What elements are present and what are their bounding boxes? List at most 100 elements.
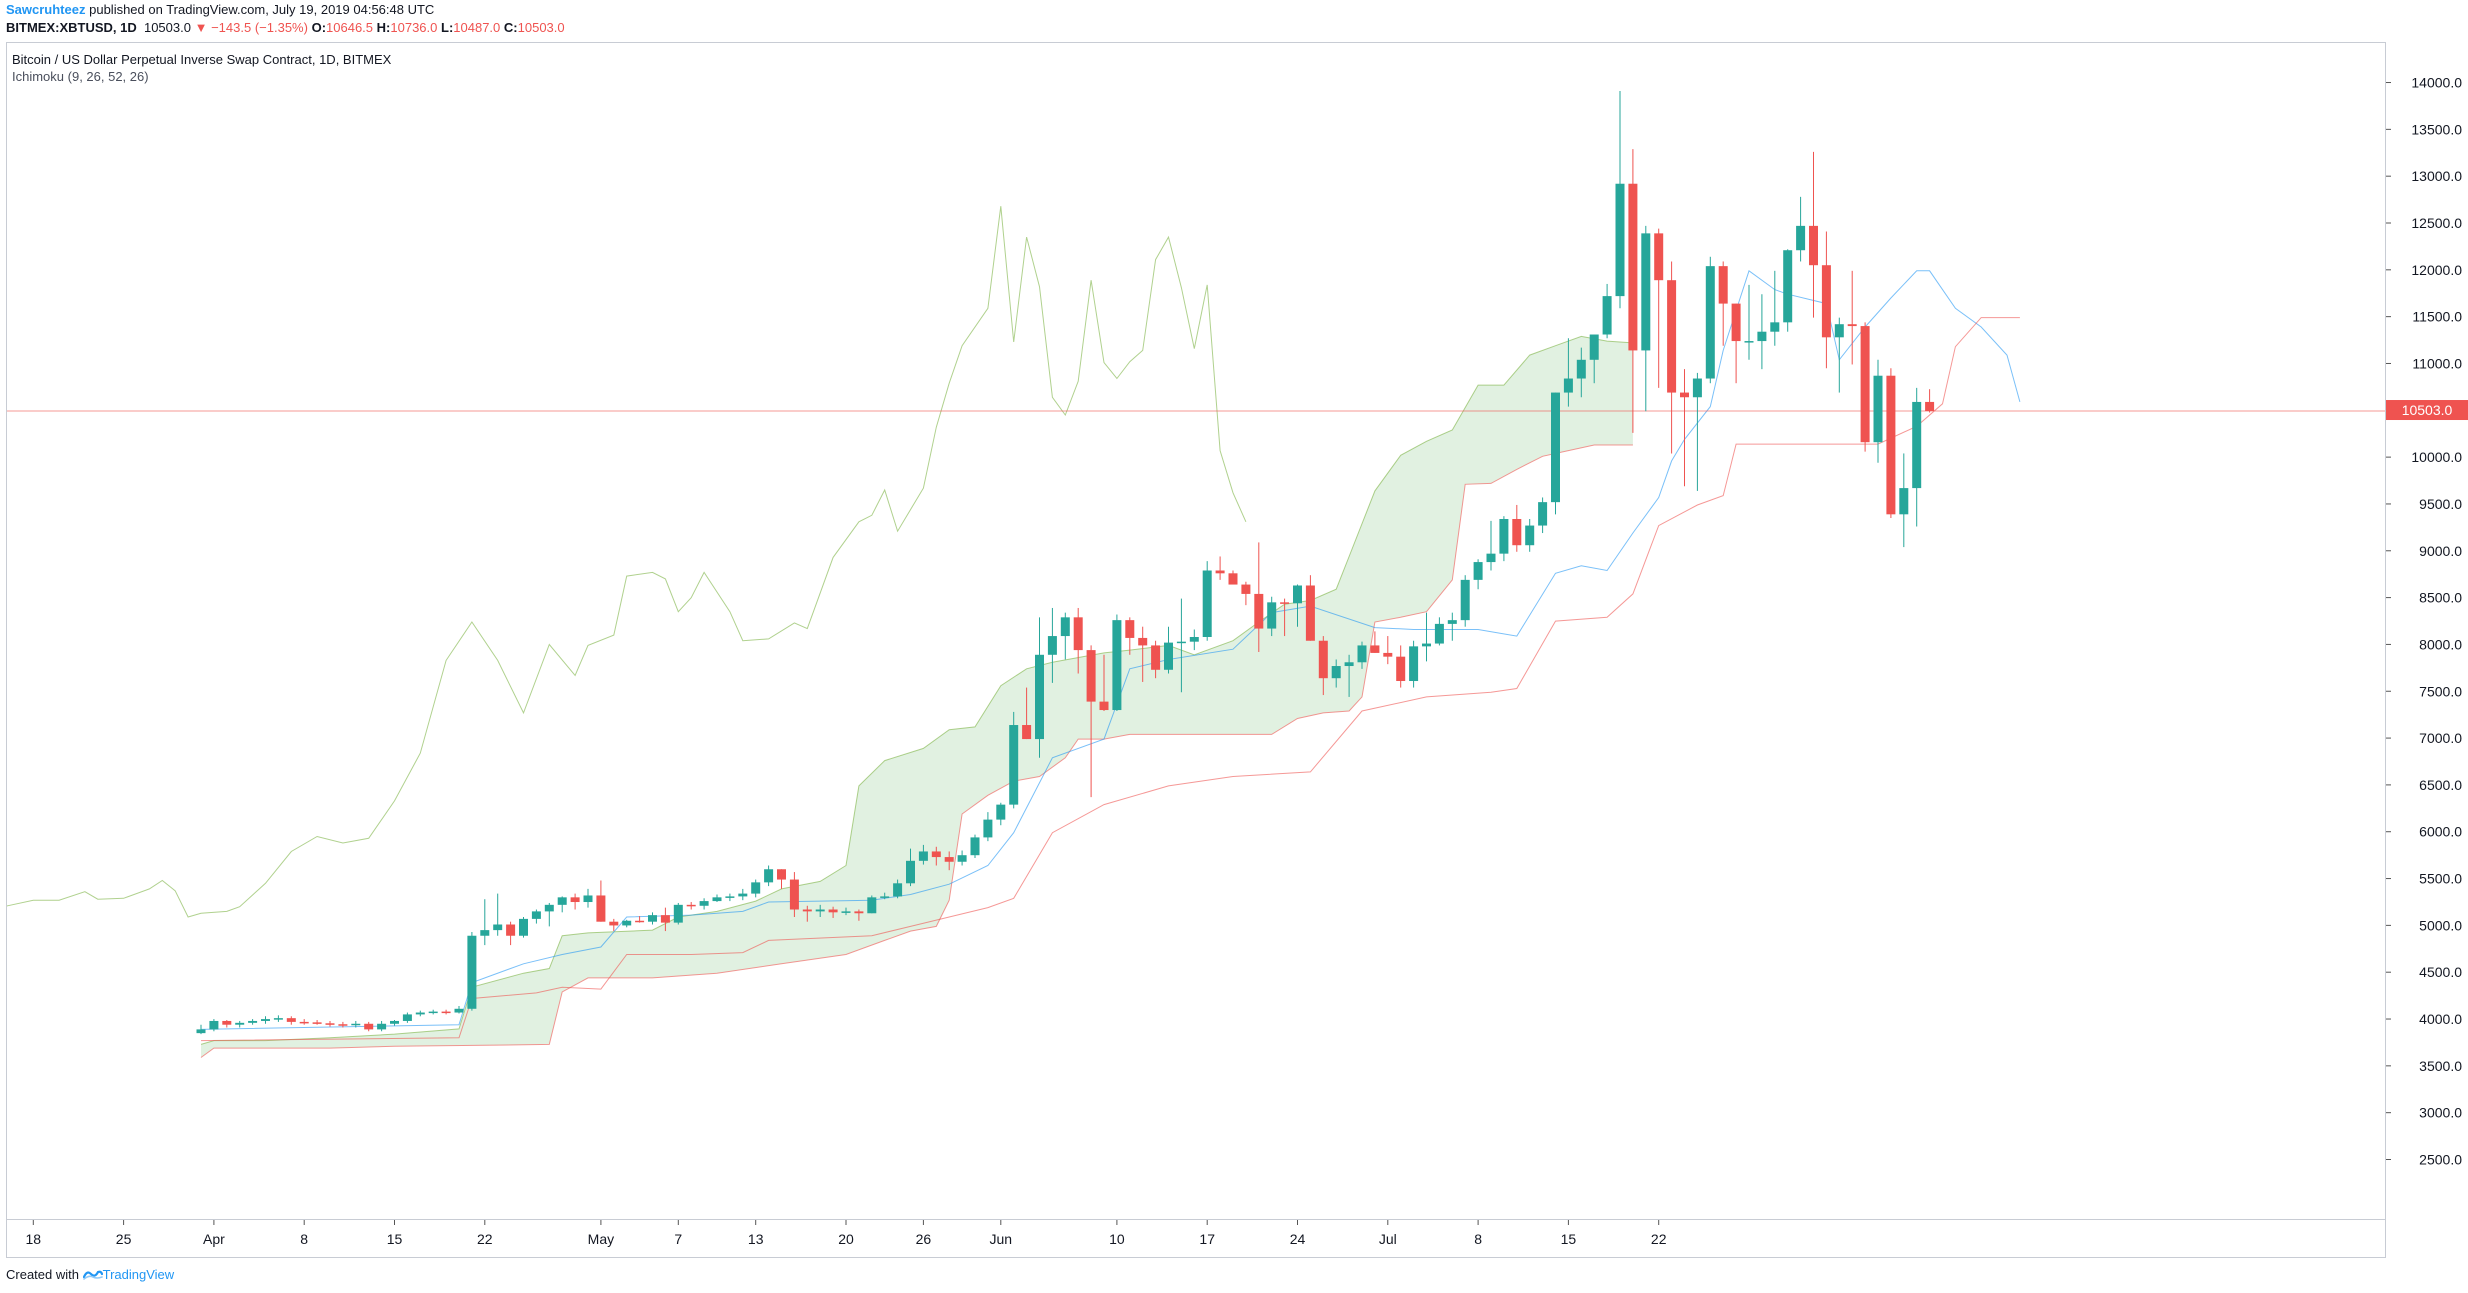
close-value: 10503.0 bbox=[517, 20, 565, 35]
candle-body bbox=[583, 895, 593, 903]
author-link[interactable]: Sawcruhteez bbox=[6, 2, 86, 17]
candle-body bbox=[1254, 593, 1264, 629]
candle-body bbox=[1241, 584, 1251, 594]
last-price-badge-label: 10503.0 bbox=[2402, 402, 2453, 418]
candle-body bbox=[673, 904, 683, 923]
candle bbox=[1899, 453, 1909, 548]
candle bbox=[1809, 151, 1818, 318]
candle bbox=[635, 916, 645, 923]
candle-body bbox=[841, 911, 851, 913]
candle-body bbox=[1821, 265, 1831, 338]
candle bbox=[544, 902, 554, 927]
candle bbox=[519, 917, 528, 938]
candle-body bbox=[1538, 502, 1548, 526]
candle-body bbox=[428, 1011, 438, 1014]
candle-body bbox=[1809, 225, 1818, 266]
candle bbox=[1009, 711, 1019, 809]
price-tick-label: 2500.0 bbox=[2419, 1152, 2462, 1168]
candle bbox=[957, 850, 967, 866]
candle-body bbox=[1138, 637, 1148, 646]
candle-body bbox=[1667, 280, 1677, 393]
candle bbox=[273, 1015, 283, 1022]
candle bbox=[596, 880, 606, 922]
candle-body bbox=[1654, 233, 1664, 281]
candle-body bbox=[635, 920, 645, 923]
candle-body bbox=[712, 897, 722, 902]
price-tick-label: 12500.0 bbox=[2411, 215, 2462, 231]
candle bbox=[931, 846, 941, 866]
footer: Created with TradingView bbox=[6, 1266, 174, 1284]
candle bbox=[880, 892, 890, 900]
candle bbox=[1718, 261, 1728, 346]
candle bbox=[1692, 372, 1702, 491]
candle-body bbox=[1125, 620, 1135, 638]
leading-span-b-line bbox=[200, 444, 1633, 1058]
time-axis-scale[interactable]: 18 25 Apr 8 15 22 May 7 13 20 26 Jun 10 17 24 Jul 8 15 22 bbox=[7, 1220, 2387, 1258]
candle bbox=[557, 896, 567, 913]
price-tick-label: 9500.0 bbox=[2419, 496, 2462, 512]
candle bbox=[1422, 612, 1431, 662]
candle-body bbox=[854, 911, 864, 914]
candle bbox=[1125, 617, 1135, 655]
candle bbox=[390, 1020, 399, 1026]
price-chart[interactable] bbox=[7, 43, 2386, 1220]
time-tick-label: Jul bbox=[1379, 1231, 1397, 1247]
tradingview-link[interactable]: TradingView bbox=[102, 1267, 175, 1282]
candle-body bbox=[1305, 585, 1315, 641]
high-value: 10736.0 bbox=[390, 20, 438, 35]
candle bbox=[1512, 504, 1522, 552]
candle bbox=[235, 1020, 245, 1028]
time-tick-label: 8 bbox=[1474, 1231, 1482, 1247]
candle-body bbox=[325, 1023, 335, 1025]
candle bbox=[1383, 636, 1393, 665]
candle-body bbox=[1293, 585, 1302, 604]
candle-body bbox=[1680, 392, 1689, 398]
candle bbox=[1886, 368, 1896, 519]
candle bbox=[841, 907, 851, 916]
price-axis[interactable]: 2500.0 3000.0 3500.0 4000.0 4500.0 5000.0 5500… bbox=[2386, 28, 2468, 1220]
price-tick-label: 4500.0 bbox=[2419, 964, 2462, 980]
candle bbox=[1254, 542, 1264, 652]
candle bbox=[1073, 607, 1083, 674]
price-tick-label: 8000.0 bbox=[2419, 636, 2462, 652]
candle-body bbox=[751, 882, 761, 894]
candle bbox=[712, 894, 722, 903]
price-tick-label: 13000.0 bbox=[2411, 168, 2462, 184]
candle-body bbox=[1563, 378, 1573, 393]
price-axis-scale[interactable]: 2500.0 3000.0 3500.0 4000.0 4500.0 5000.0 5500… bbox=[2386, 28, 2468, 1220]
candle bbox=[570, 893, 580, 910]
chart-title: Bitcoin / US Dollar Perpetual Inverse Sw… bbox=[12, 52, 392, 67]
time-tick-label: 18 bbox=[26, 1231, 42, 1247]
candle bbox=[1344, 654, 1354, 697]
time-tick-label: 15 bbox=[387, 1231, 403, 1247]
candle-body bbox=[1112, 620, 1122, 711]
candle bbox=[918, 844, 928, 865]
candle-body bbox=[1164, 642, 1173, 670]
candle-body bbox=[777, 869, 786, 880]
candle-body bbox=[1576, 359, 1586, 379]
candle-body bbox=[802, 909, 812, 912]
candle bbox=[1164, 626, 1173, 674]
candle-body bbox=[1176, 641, 1186, 644]
time-tick-label: 22 bbox=[1651, 1231, 1667, 1247]
time-tick-label: Jun bbox=[990, 1231, 1013, 1247]
time-tick-label: May bbox=[588, 1231, 614, 1247]
candle bbox=[364, 1021, 374, 1032]
candle-body bbox=[222, 1020, 232, 1025]
candle-body bbox=[725, 896, 735, 898]
candle bbox=[467, 931, 477, 1011]
candle-body bbox=[596, 895, 606, 922]
candle bbox=[415, 1010, 425, 1017]
candle-body bbox=[1344, 662, 1354, 667]
indicator-legend[interactable]: Ichimoku (9, 26, 52, 26) bbox=[12, 69, 149, 84]
chart-pane[interactable] bbox=[6, 42, 2386, 1220]
candle-body bbox=[351, 1023, 361, 1026]
price-tick-label: 3000.0 bbox=[2419, 1105, 2462, 1121]
last-price-label: 10503.0 bbox=[143, 20, 191, 35]
candle bbox=[1267, 596, 1277, 637]
candle-body bbox=[493, 924, 503, 931]
time-axis[interactable]: 18 25 Apr 8 15 22 May 7 13 20 26 Jun 10 17 24 Jul 8 15 22 bbox=[6, 1220, 2386, 1258]
price-tick-label: 12000.0 bbox=[2411, 262, 2462, 278]
candle bbox=[1873, 359, 1883, 463]
candle bbox=[660, 907, 670, 932]
